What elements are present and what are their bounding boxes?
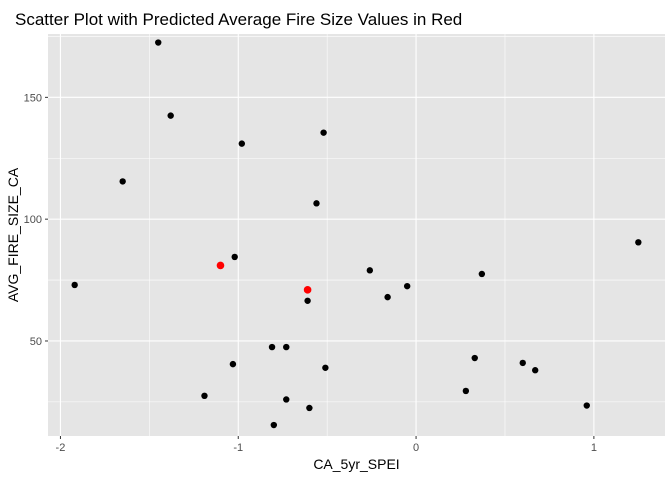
data-point — [366, 267, 374, 274]
data-point — [155, 39, 162, 46]
x-tick-label: -1 — [233, 442, 243, 454]
data-point — [322, 364, 329, 371]
data-point — [583, 402, 590, 409]
chart-title: Scatter Plot with Predicted Average Fire… — [15, 10, 462, 29]
data-point — [320, 129, 327, 136]
data-point — [231, 253, 238, 261]
data-point — [270, 421, 278, 429]
x-tick-label: 1 — [591, 442, 597, 454]
predicted-data-point — [216, 261, 225, 270]
data-point — [268, 343, 276, 351]
data-point — [306, 404, 313, 412]
x-axis-title: CA_5yr_SPEI — [313, 456, 399, 472]
data-point — [283, 343, 290, 351]
y-axis-ticks: 50 100 150 — [24, 92, 48, 348]
data-point — [119, 178, 126, 185]
data-point — [283, 396, 290, 403]
y-tick-label: 100 — [24, 214, 42, 226]
data-point — [304, 297, 311, 304]
data-point — [384, 293, 391, 301]
data-point — [531, 367, 539, 374]
data-point — [635, 239, 642, 246]
y-axis-title: AVG_FIRE_SIZE_CA — [5, 167, 21, 302]
data-point — [519, 359, 526, 367]
x-tick-label: -2 — [56, 442, 66, 454]
y-tick-label: 150 — [24, 92, 42, 104]
minor-gridlines — [48, 34, 665, 436]
data-point — [229, 360, 237, 368]
data-point — [462, 387, 470, 395]
data-point — [238, 140, 246, 147]
data-point — [71, 281, 78, 289]
predicted-data-point — [303, 286, 312, 294]
data-point — [201, 392, 208, 399]
data-point — [313, 200, 320, 207]
x-tick-label: 0 — [413, 442, 419, 454]
major-gridlines — [48, 34, 665, 436]
data-point — [403, 282, 411, 290]
data-point — [478, 270, 486, 278]
data-point — [471, 354, 478, 362]
y-tick-label: 50 — [30, 336, 42, 348]
data-points — [71, 39, 642, 429]
x-axis-ticks: -2 -1 0 1 — [56, 436, 597, 454]
plot-panel — [48, 34, 665, 436]
data-point — [167, 112, 174, 119]
